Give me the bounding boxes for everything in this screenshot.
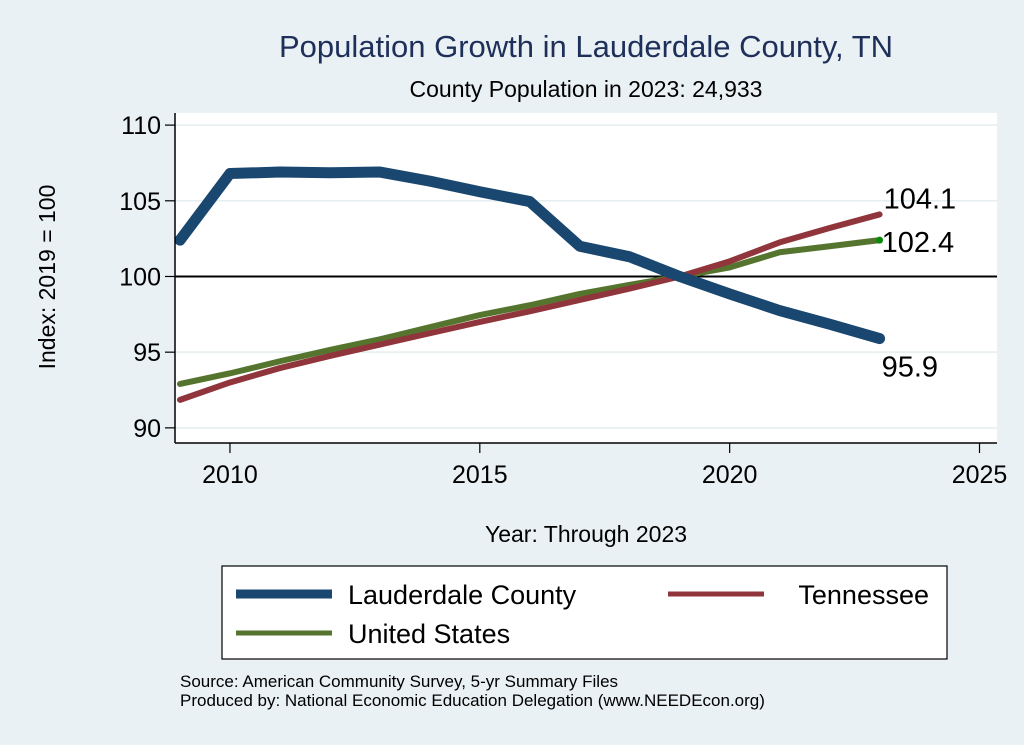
x-tick-label: 2025 xyxy=(952,461,1008,489)
end-value-label-united-states: 102.4 xyxy=(882,227,955,259)
y-tick-label: 100 xyxy=(119,263,161,291)
x-tick-label: 2020 xyxy=(702,461,758,489)
end-value-label-lauderdale-county: 95.9 xyxy=(882,352,938,384)
y-tick-label: 110 xyxy=(121,112,161,140)
x-axis-title: Year: Through 2023 xyxy=(485,521,687,547)
axes: 90 95 100 105 110 2010 2015 2020 2025 xyxy=(119,112,1007,489)
series-line-lauderdale-county xyxy=(174,166,886,345)
y-tick-label: 95 xyxy=(133,339,161,367)
series-line-united-states xyxy=(176,237,883,387)
legend: Lauderdale County Tennessee United State… xyxy=(221,565,948,660)
x-tick-label: 2010 xyxy=(202,461,258,489)
chart-title: Population Growth in Lauderdale County, … xyxy=(279,29,893,64)
legend-label-tennessee: Tennessee xyxy=(798,580,929,610)
end-labels: 95.9 104.1 102.4 xyxy=(882,183,957,383)
chart-subtitle: County Population in 2023: 24,933 xyxy=(410,76,763,102)
plot-area xyxy=(175,113,997,443)
legend-label-united-states: United States xyxy=(348,619,510,649)
x-tick-label: 2015 xyxy=(452,461,508,489)
producer-note: Produced by: National Economic Education… xyxy=(180,691,765,710)
series-layer xyxy=(174,166,886,403)
legend-box xyxy=(221,565,948,660)
end-value-label-tennessee: 104.1 xyxy=(884,183,957,215)
source-note: Source: American Community Survey, 5-yr … xyxy=(180,672,618,691)
series-line-tennessee xyxy=(176,211,883,403)
y-tick-label: 105 xyxy=(119,188,161,216)
series-end-marker-united-states xyxy=(876,236,884,244)
y-tick-label: 90 xyxy=(133,415,161,443)
y-axis-title: Index: 2019 = 100 xyxy=(34,185,60,370)
legend-label-lauderdale: Lauderdale County xyxy=(348,580,577,610)
